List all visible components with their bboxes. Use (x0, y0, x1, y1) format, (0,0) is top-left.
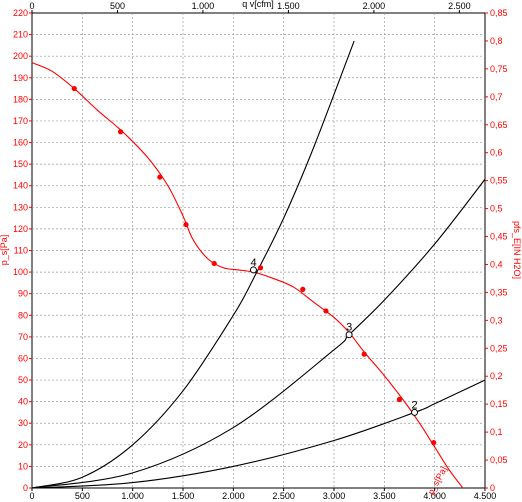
y-tick-label: 90 (18, 289, 28, 299)
y-tick-label: 140 (13, 181, 28, 191)
y-tick-label: 0 (23, 483, 28, 493)
grid (32, 13, 485, 488)
operating-point-label: 4 (250, 257, 256, 269)
operating-point (249, 266, 257, 274)
y-tick-label: 30 (18, 418, 28, 428)
x-tick-label: 1.500 (172, 491, 195, 501)
y-tick-label: 180 (13, 94, 28, 104)
y-tick-label: 100 (13, 267, 28, 277)
y2-tick-label: 0,75 (490, 64, 508, 74)
y-tick-label: 60 (18, 353, 28, 363)
y2-tick-label: 0,2 (490, 371, 503, 381)
y2-axis-label: pfs_E[IN H2O] (512, 221, 522, 279)
y-tick-label: 160 (13, 138, 28, 148)
y-tick-label: 120 (13, 224, 28, 234)
top-tick-label: 0 (29, 1, 34, 11)
y-tick-label: 220 (13, 8, 28, 18)
y2-tick-label: 0,25 (490, 343, 508, 353)
fan-curve-point (431, 440, 437, 446)
operating-point (345, 331, 353, 339)
x-tick-label: 2.500 (272, 491, 295, 501)
operating-point (411, 408, 419, 416)
x-tick-label: 500 (75, 491, 90, 501)
fan-curve-point (396, 396, 403, 403)
top-tick-label: 1.500 (277, 1, 300, 11)
y2-tick-label: 0,55 (490, 176, 508, 186)
fan-curve-point (71, 85, 77, 92)
y-tick-label: 210 (13, 30, 28, 40)
y2-tick-label: 0,85 (490, 8, 508, 18)
y2-tick-label: 0,65 (490, 120, 508, 130)
top-axis-label: q v[cfm] (242, 0, 274, 9)
y2-tick-label: 0,1 (490, 427, 503, 437)
y2-tick-label: 0,15 (490, 399, 508, 409)
y-tick-label: 110 (14, 246, 28, 256)
y-tick-label: 50 (18, 375, 28, 385)
operating-point-label: 3 (346, 322, 352, 334)
x-tick-label: 2.000 (222, 491, 245, 501)
system-curve-line (31, 178, 486, 489)
y-tick-label: 70 (18, 332, 28, 342)
ticks: 0102030405060708090100110120130140150160… (13, 1, 508, 501)
y2-tick-label: 0,6 (490, 148, 503, 158)
y2-tick-label: 0,35 (490, 287, 508, 297)
fan-curve-point (361, 351, 367, 357)
fan-curve-point (323, 308, 329, 314)
fan-curve-point (211, 260, 217, 267)
y2-tick-label: 0,8 (490, 36, 503, 46)
y-tick-label: 170 (13, 116, 28, 126)
y-tick-label: 40 (18, 397, 28, 407)
fan-curve-point (257, 265, 264, 271)
top-tick-label: 500 (110, 1, 125, 11)
y2-tick-label: 0,5 (490, 204, 503, 214)
y2-tick-label: 0,45 (490, 232, 508, 242)
y-tick-label: 200 (13, 51, 28, 61)
x-tick-label: 1.000 (121, 491, 144, 501)
y2-tick-label: 0 (490, 483, 495, 493)
x-tick-label: 3.500 (373, 491, 396, 501)
system-curve-line (31, 40, 355, 489)
y-tick-label: 20 (18, 440, 28, 450)
y-axis-label: p_s[Pa] (0, 235, 9, 266)
y2-tick-label: 0,05 (490, 455, 508, 465)
x-tick-label: 4.000 (423, 491, 446, 501)
x-tick-label: 3.000 (323, 491, 346, 501)
y2-tick-label: 0,4 (490, 259, 503, 269)
top-tick-label: 1.000 (192, 1, 215, 11)
top-tick-label: 2.500 (448, 1, 471, 11)
y-tick-label: 80 (18, 310, 28, 320)
x-tick-label: 4.500 (474, 491, 497, 501)
operating-point-label: 2 (412, 399, 418, 411)
y2-tick-label: 0,3 (490, 315, 503, 325)
x-tick-label: 0 (29, 491, 34, 501)
y2-tick-label: 0,7 (490, 92, 503, 102)
y-tick-label: 10 (18, 461, 28, 471)
fan-curve-point (300, 286, 306, 292)
y-tick-label: 150 (13, 159, 28, 169)
top-tick-label: 2.000 (363, 1, 386, 11)
y-tick-label: 130 (13, 202, 28, 212)
system-curve-line (31, 379, 486, 489)
fan-curve-point (183, 221, 189, 228)
y-tick-label: 190 (13, 73, 28, 83)
fan-curve-point (157, 174, 163, 180)
fan-curve-point (117, 129, 124, 135)
markers: 4 3 2 (71, 85, 437, 446)
